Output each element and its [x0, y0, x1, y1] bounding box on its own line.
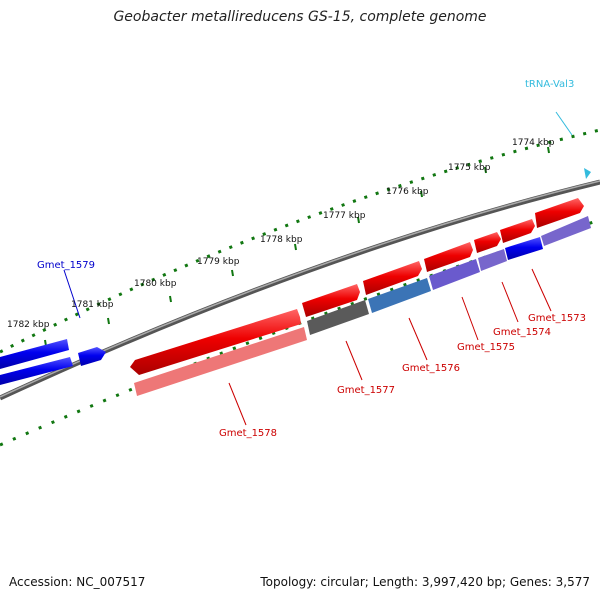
gene-labels: tRNA-Val3 Gmet_1579 Gmet_1573 Gmet_1574 … [37, 79, 586, 439]
gene-gmet-1574-forward[interactable] [500, 219, 535, 243]
gene-gmet-1573-reverse[interactable] [541, 216, 591, 246]
gene-gmet-1579-c[interactable] [78, 347, 106, 366]
gene-label-gmet-1573[interactable]: Gmet_1573 [528, 313, 586, 324]
ruler-arc-outer [0, 128, 600, 354]
gene-label-gmet-1578[interactable]: Gmet_1578 [219, 428, 277, 439]
accession-label: Accession: NC_007517 [9, 575, 146, 589]
gene-gmet-1579-b[interactable] [0, 357, 73, 385]
ruler-label-1776: 1776 kbp [386, 187, 429, 197]
ruler-label-1774: 1774 kbp [512, 138, 555, 148]
gene-label-gmet-1576[interactable]: Gmet_1576 [402, 363, 460, 374]
genome-backbone [0, 179, 600, 401]
gene-gmet-1576-forward-a[interactable] [424, 242, 473, 272]
gene-label-gmet-1574[interactable]: Gmet_1574 [493, 327, 551, 338]
gene-gmet-1575-forward[interactable] [474, 232, 501, 253]
trna-marker[interactable] [584, 168, 591, 179]
gene-gmet-1577-forward[interactable] [302, 284, 360, 317]
gene-label-trna-val3[interactable]: tRNA-Val3 [525, 79, 574, 90]
label-leaders [63, 111, 573, 426]
ruler-labels: 1774 kbp 1775 kbp 1776 kbp 1777 kbp 1778… [7, 138, 555, 330]
gene-label-gmet-1577[interactable]: Gmet_1577 [337, 385, 395, 396]
genome-backbone-highlight [0, 180, 600, 398]
gene-label-gmet-1575[interactable]: Gmet_1575 [457, 342, 515, 353]
ruler-label-1778: 1778 kbp [260, 235, 303, 245]
ruler-label-1782: 1782 kbp [7, 320, 50, 330]
ruler-label-1781: 1781 kbp [71, 300, 114, 310]
ruler-major-ticks [44, 146, 550, 347]
gene-gmet-1576-forward-b[interactable] [363, 261, 422, 295]
gene-gmet-1576-reverse-b[interactable] [368, 278, 431, 313]
ruler-label-1777: 1777 kbp [323, 211, 366, 221]
gene-gmet-1578-reverse[interactable] [134, 327, 307, 396]
gene-gmet-1575-reverse[interactable] [478, 249, 507, 271]
gene-gmet-1579-a[interactable] [0, 339, 69, 369]
map-title: Geobacter metallireducens GS-15, complet… [113, 9, 487, 25]
ruler-label-1779: 1779 kbp [197, 257, 240, 267]
gene-gmet-1574-reverse[interactable] [505, 237, 543, 260]
genome-summary: Topology: circular; Length: 3,997,420 bp… [260, 575, 590, 589]
ruler-label-1775: 1775 kbp [448, 163, 491, 173]
gene-gmet-1578-forward[interactable] [130, 309, 301, 375]
ruler-label-1780: 1780 kbp [134, 279, 177, 289]
gene-gmet-1576-reverse[interactable] [429, 259, 480, 290]
gene-gmet-1577-reverse[interactable] [307, 300, 369, 335]
gene-gmet-1573-forward[interactable] [535, 198, 584, 228]
gene-label-gmet-1579[interactable]: Gmet_1579 [37, 260, 95, 271]
